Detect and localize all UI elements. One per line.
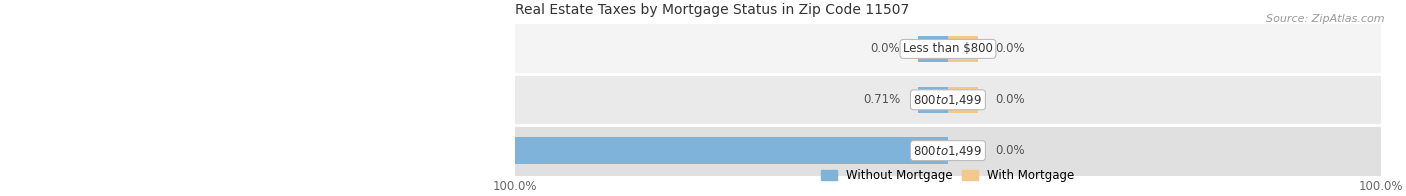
Bar: [918, 36, 948, 62]
Bar: [515, 125, 1381, 176]
Bar: [948, 87, 979, 113]
Text: 0.0%: 0.0%: [995, 42, 1025, 55]
Legend: Without Mortgage, With Mortgage: Without Mortgage, With Mortgage: [821, 169, 1074, 182]
Bar: [515, 74, 1381, 125]
Bar: [918, 87, 948, 113]
Text: Source: ZipAtlas.com: Source: ZipAtlas.com: [1267, 14, 1385, 24]
Text: 98.5%: 98.5%: [108, 144, 149, 157]
Text: $800 to $1,499: $800 to $1,499: [914, 93, 983, 107]
Text: Real Estate Taxes by Mortgage Status in Zip Code 11507: Real Estate Taxes by Mortgage Status in …: [515, 3, 910, 17]
Bar: [942, 87, 948, 113]
Text: 0.0%: 0.0%: [995, 144, 1025, 157]
Text: 0.0%: 0.0%: [995, 93, 1025, 106]
Text: 0.71%: 0.71%: [863, 93, 900, 106]
Text: $800 to $1,499: $800 to $1,499: [914, 144, 983, 158]
Text: Less than $800: Less than $800: [903, 42, 993, 55]
Text: 0.0%: 0.0%: [870, 42, 900, 55]
Bar: [94, 137, 948, 164]
Bar: [515, 24, 1381, 74]
Bar: [948, 36, 979, 62]
